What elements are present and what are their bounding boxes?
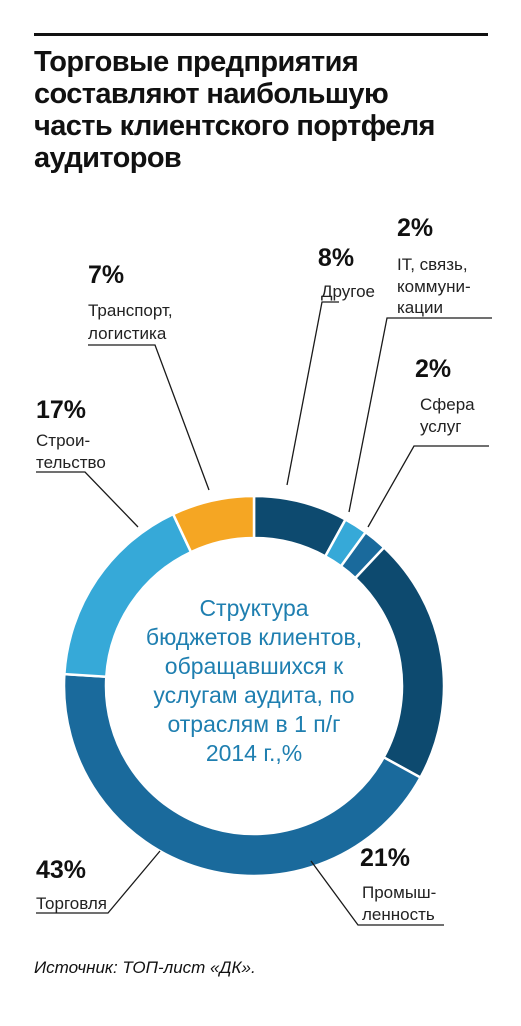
percent-label: 43%: [36, 856, 86, 884]
leader-line-trade: [36, 850, 161, 914]
leader-line-it: [348, 317, 492, 513]
leader-line-transport: [88, 344, 210, 491]
title-line: Торговые предприятия: [34, 46, 359, 78]
source-note: Источник: ТОП-лист «ДК».: [34, 958, 256, 977]
donut-slice-industry: [353, 545, 446, 780]
donut-slice-transport: [171, 494, 256, 554]
center-line: отраслям в 1 п/г: [167, 711, 340, 737]
center-line: 2014 г.,%: [206, 740, 302, 766]
title-rule: [34, 33, 488, 36]
category-label: Строи-: [36, 431, 90, 450]
category-label: Другое: [321, 282, 375, 301]
center-line: Структура: [199, 595, 308, 621]
category-label: Промыш-: [362, 883, 436, 902]
center-line: обращавшихся к: [165, 653, 344, 679]
donut-slice-trade: [62, 672, 423, 878]
category-label: ленность: [362, 905, 435, 924]
center-line: услугам аудита, по: [153, 682, 354, 708]
percent-label: 2%: [415, 355, 451, 383]
percent-label: 17%: [36, 396, 86, 424]
slice-label-trade: 43% Торговля: [36, 856, 107, 913]
title-line: аудиторов: [34, 142, 182, 174]
category-label: Торговля: [36, 894, 107, 913]
category-label: тельство: [36, 453, 106, 472]
percent-label: 21%: [360, 844, 410, 872]
donut-slices: [62, 494, 446, 878]
category-label: кации: [397, 298, 443, 317]
slice-label-other: 8% Другое: [318, 244, 375, 301]
center-line: бюджетов клиентов,: [146, 624, 362, 650]
leader-line-other: [286, 301, 339, 486]
leader-lines: [36, 301, 492, 926]
category-label: логистика: [88, 324, 167, 343]
category-label: коммуни-: [397, 277, 471, 296]
category-label: IT, связь,: [397, 255, 468, 274]
center-caption: Структура бюджетов клиентов, обращавшихс…: [146, 595, 362, 766]
category-label: Сфера: [420, 395, 475, 414]
title-line: составляют наибольшую: [34, 78, 389, 110]
chart-title: Торговые предприятия составляют наибольш…: [34, 46, 504, 174]
title-line: часть клиентского портфеля: [34, 110, 435, 142]
leader-line-services: [367, 445, 489, 528]
category-label: услуг: [420, 417, 461, 436]
category-label: Транспорт,: [88, 301, 173, 320]
leader-line-industry: [310, 860, 444, 926]
slice-label-services: 2% Сфера услуг: [415, 355, 475, 436]
leader-line-construction: [36, 471, 139, 528]
slice-label-it: 2% IT, связь, коммуни- кации: [397, 214, 471, 317]
slice-label-industry: 21% Промыш- ленность: [360, 844, 436, 924]
slice-label-transport: 7% Транспорт, логистика: [88, 261, 173, 343]
percent-label: 7%: [88, 261, 124, 289]
percent-label: 8%: [318, 244, 354, 272]
slice-label-construction: 17% Строи- тельство: [36, 396, 106, 472]
percent-label: 2%: [397, 214, 433, 242]
